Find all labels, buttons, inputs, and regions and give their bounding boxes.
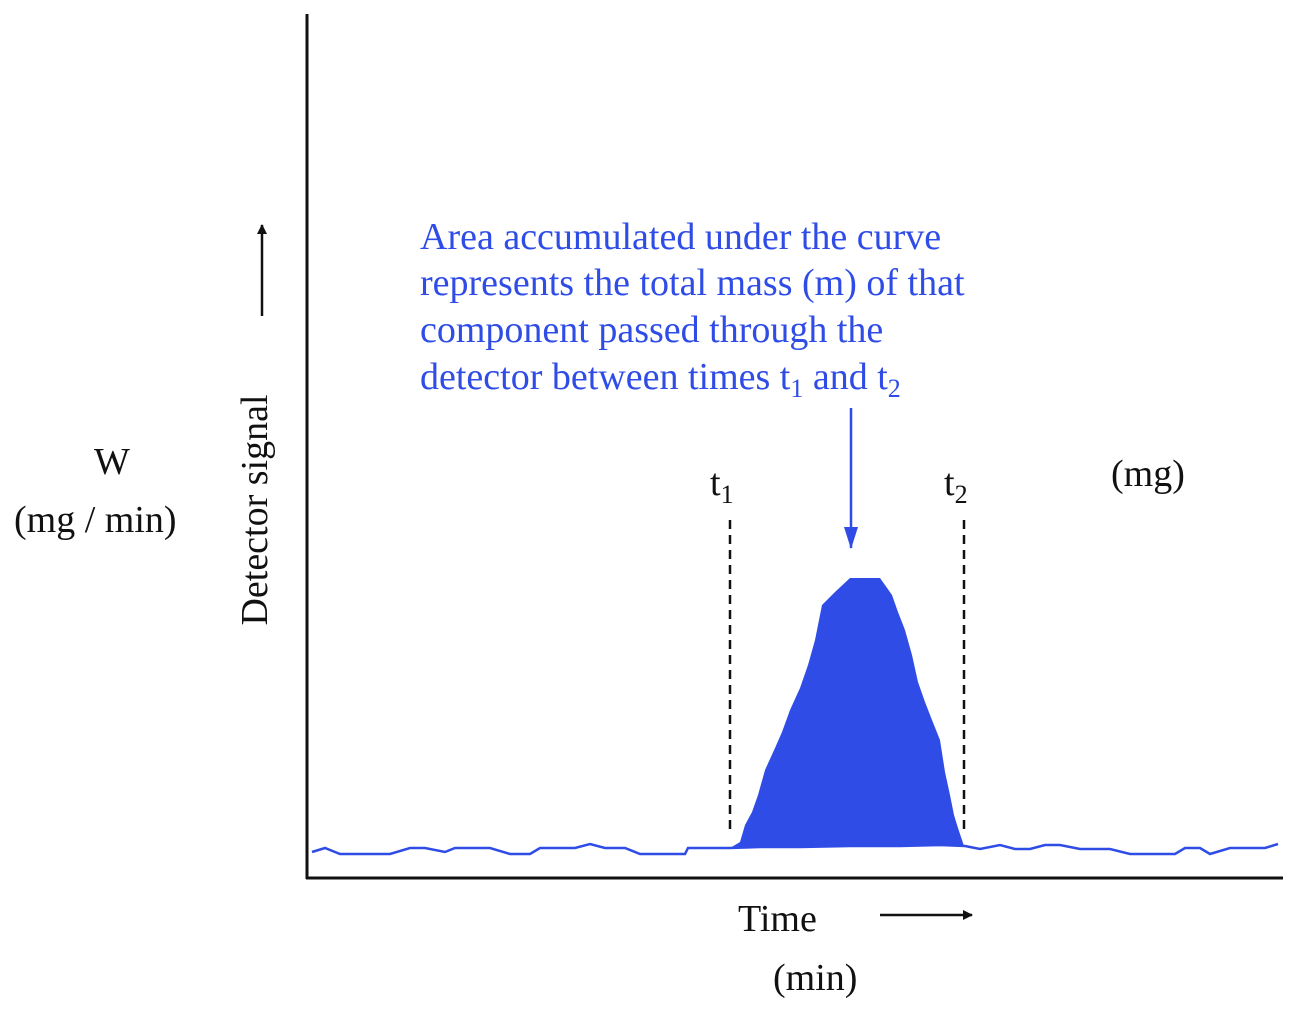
w-unit-label: (mg / min) bbox=[14, 499, 177, 541]
baseline-signal-line bbox=[311, 842, 1279, 856]
peak-area bbox=[730, 578, 964, 848]
t1-label: t1 bbox=[710, 462, 734, 508]
w-symbol-label: W bbox=[94, 441, 130, 483]
annotation-line-1: Area accumulated under the curve bbox=[420, 216, 942, 258]
annotation-line-3: component passed through the bbox=[420, 309, 884, 351]
annotation-subscript-2: 2 bbox=[887, 374, 901, 403]
t2-label: t2 bbox=[944, 462, 968, 508]
annotation-line-2: represents the total mass (m) of that bbox=[420, 262, 965, 304]
x-axis-unit-label: (min) bbox=[773, 957, 858, 999]
t1-base: t bbox=[710, 462, 721, 504]
t2-subscript: 2 bbox=[954, 480, 968, 509]
y-axis-label: Detector signal bbox=[234, 394, 276, 626]
mass-unit-label: (mg) bbox=[1111, 453, 1185, 495]
annotation-line-4-prefix: detector between times t bbox=[420, 356, 791, 398]
annotation-subscript-1: 1 bbox=[790, 374, 804, 403]
t1-subscript: 1 bbox=[720, 480, 734, 509]
x-axis-label: Time bbox=[738, 898, 817, 940]
annotation-line-4: detector between times t1 and t2 bbox=[420, 356, 901, 402]
t2-base: t bbox=[944, 462, 955, 504]
annotation-line-4-mid: and t bbox=[803, 356, 888, 398]
